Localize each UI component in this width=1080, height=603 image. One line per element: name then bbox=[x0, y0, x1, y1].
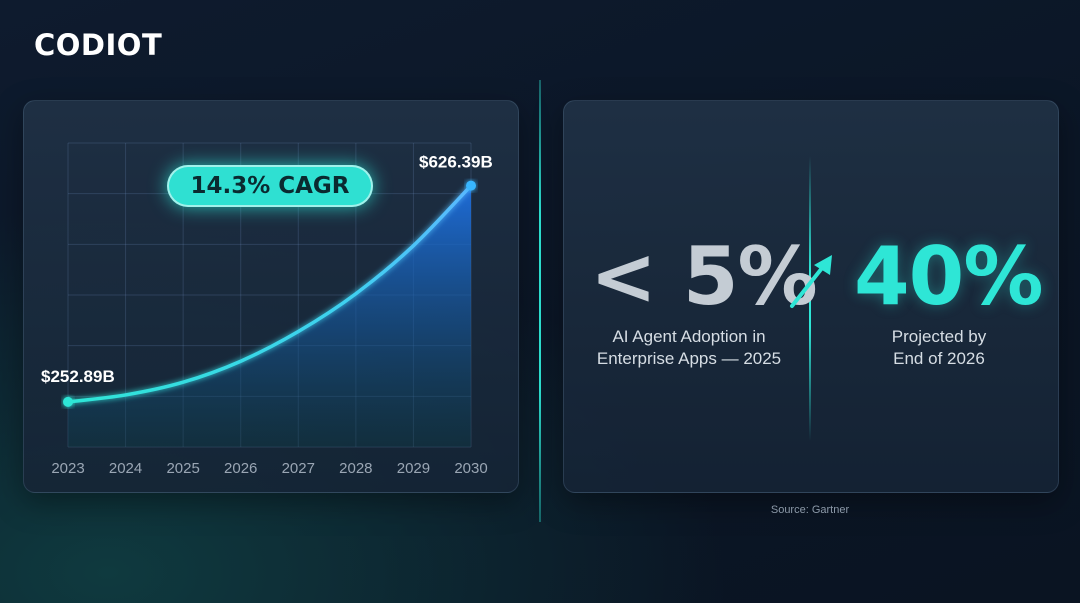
stats-divider bbox=[809, 156, 811, 441]
caption-line: End of 2026 bbox=[893, 349, 985, 368]
section-divider bbox=[539, 80, 541, 522]
adoption-projected-value: 40% bbox=[854, 230, 1043, 323]
x-tick-label: 2030 bbox=[454, 460, 487, 477]
caption-line: Enterprise Apps — 2025 bbox=[596, 349, 782, 368]
trend-up-arrow-icon bbox=[790, 255, 832, 308]
area-fill bbox=[68, 185, 471, 447]
caption-line: AI Agent Adoption in bbox=[612, 327, 766, 346]
cagr-badge: 14.3% CAGR bbox=[167, 165, 373, 207]
x-tick-label: 2025 bbox=[166, 460, 199, 477]
data-point bbox=[63, 396, 73, 407]
x-tick-label: 2029 bbox=[397, 460, 430, 477]
adoption-current-value: < 5% bbox=[590, 230, 818, 323]
data-label: $252.89B bbox=[41, 367, 115, 386]
x-tick-label: 2023 bbox=[51, 460, 84, 477]
x-tick-label: 2028 bbox=[339, 460, 372, 477]
source-note: Source: Gartner bbox=[770, 504, 850, 516]
data-point bbox=[466, 180, 476, 191]
x-tick-label: 2026 bbox=[224, 460, 257, 477]
market-growth-chart-card: $252.89B $626.39B 2023 2024 2025 2026 2027 202… bbox=[23, 100, 519, 493]
caption-line: Projected by bbox=[891, 327, 987, 346]
series-line bbox=[67, 184, 473, 404]
adoption-projected-caption: Projected by End of 2026 bbox=[832, 326, 1046, 370]
adoption-stats-card: < 5% 40% AI Agent Adoption in Enterprise… bbox=[563, 100, 1059, 493]
x-tick-label: 2024 bbox=[109, 460, 142, 477]
data-label: $626.39B bbox=[419, 153, 493, 172]
adoption-current-caption: AI Agent Adoption in Enterprise Apps — 2… bbox=[574, 326, 804, 370]
market-growth-chart: $252.89B $626.39B 2023 2024 2025 2026 2027 202… bbox=[41, 142, 493, 477]
brand-logo: CODIOT bbox=[34, 28, 163, 62]
x-tick-label: 2027 bbox=[282, 460, 315, 477]
